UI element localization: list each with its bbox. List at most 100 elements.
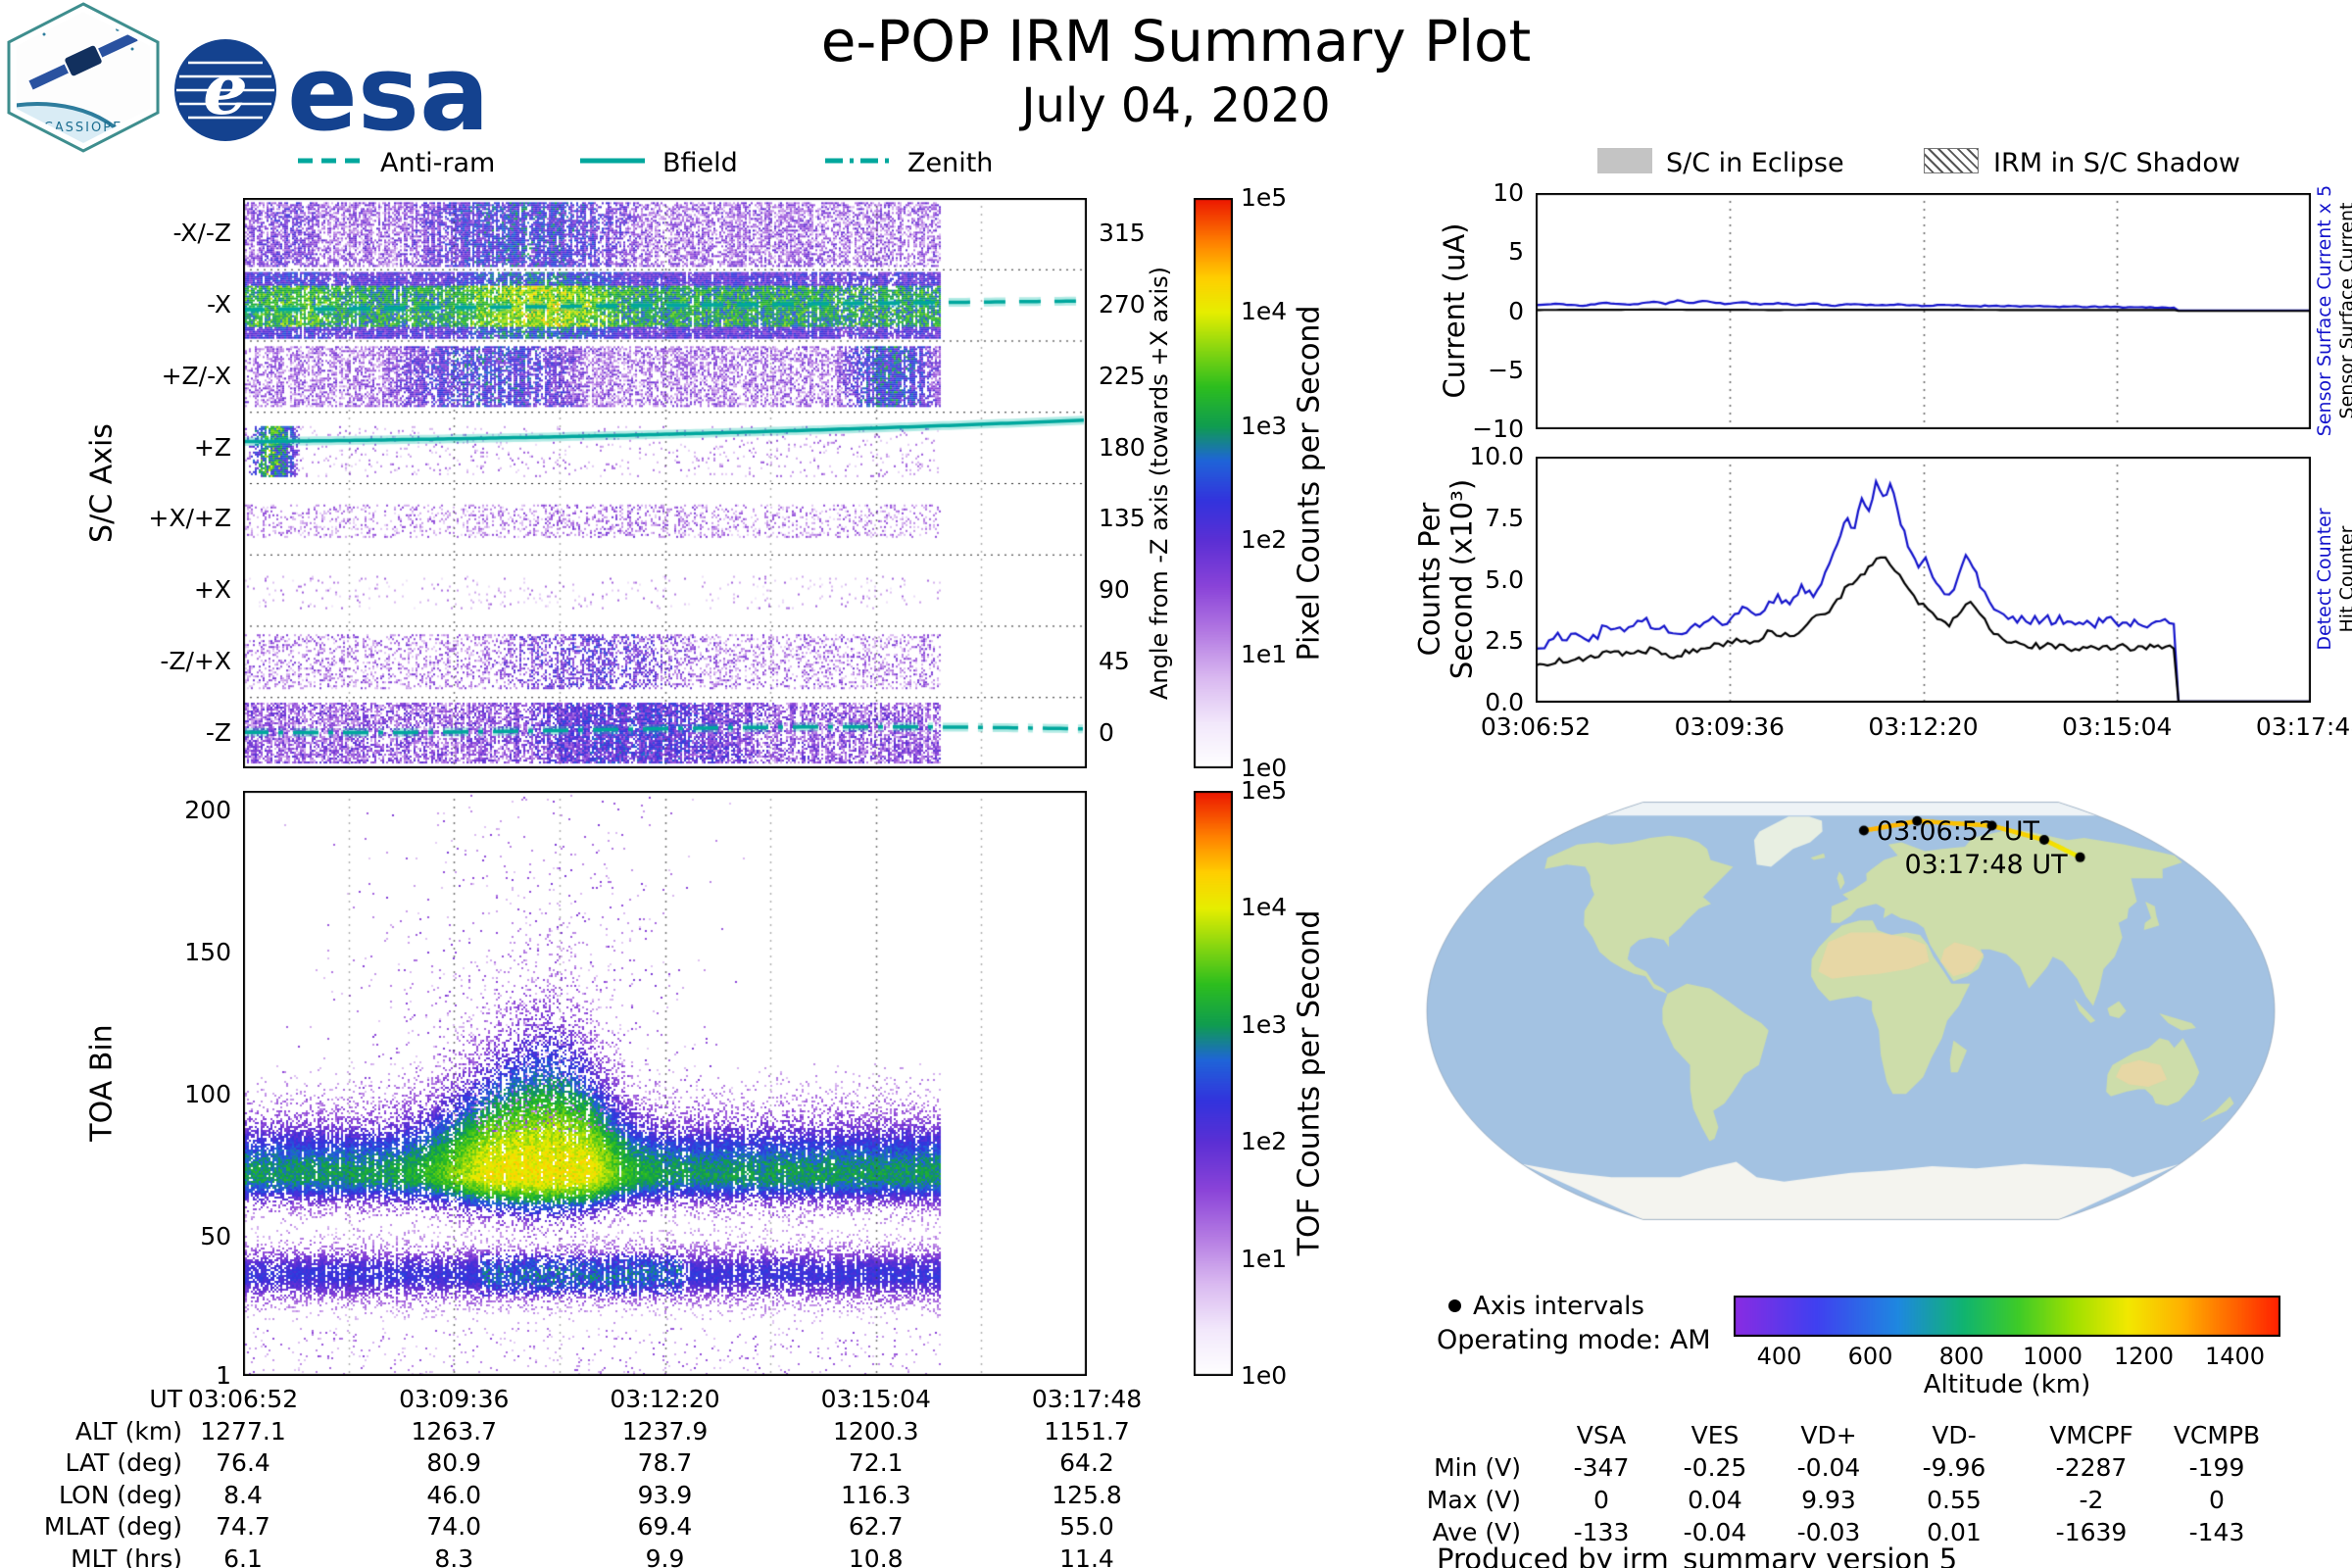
ephemeris-row-label: ALT (km) [74, 1416, 182, 1446]
cassiope-label: CASSIOPE [44, 121, 123, 135]
voltage-value: 9.93 [1801, 1486, 1856, 1514]
angle-axis-label: Angle from -Z axis (towards +X axis) [1146, 266, 1173, 701]
pixel-cbar-tick-label: 1e5 [1241, 183, 1288, 212]
pixel-cbar-tick-label: 1e0 [1241, 754, 1288, 782]
sensor-current-label: Sensor Surface Current [2336, 202, 2352, 419]
axis-intervals-label: Axis intervals [1473, 1292, 1644, 1321]
ephemeris-value: 8.4 [223, 1480, 263, 1509]
counts-ytick-label: 10.0 [1469, 442, 1524, 470]
ephemeris-value: 10.8 [848, 1544, 904, 1568]
ephemeris-value: 11.4 [1059, 1544, 1114, 1568]
altitude-tick-label: 1200 [2113, 1343, 2175, 1370]
world-map-canvas [1421, 783, 2280, 1239]
voltage-col-header: VD+ [1800, 1421, 1857, 1449]
sc-axis-row-label: -X [207, 290, 231, 319]
altitude-bar-label: Altitude (km) [1923, 1370, 2091, 1399]
sc-axis-row-label: +Z [193, 432, 231, 462]
ephemeris-value: 80.9 [426, 1448, 482, 1478]
voltage-value: -199 [2188, 1453, 2245, 1482]
angle-tick-label: 315 [1099, 219, 1146, 248]
voltage-value: 0.01 [1927, 1518, 1982, 1546]
ephemeris-value: 55.0 [1059, 1512, 1114, 1542]
irm-shadow-swatch-icon [1924, 148, 1979, 173]
voltage-col-header: VMCPF [2049, 1421, 2133, 1449]
ephemeris-value: 03:12:20 [610, 1385, 720, 1413]
ephemeris-value: 8.3 [434, 1544, 474, 1568]
map-track-start-label: 03:06:52 UT [1876, 815, 2039, 847]
svg-text:e: e [203, 47, 248, 130]
ephemeris-value: 62.7 [848, 1512, 904, 1542]
ephemeris-value: 1237.9 [621, 1416, 709, 1446]
ephemeris-value: 03:06:52 [187, 1385, 299, 1413]
voltage-row-label: Min (V) [1434, 1453, 1521, 1482]
eclipse-swatch-icon [1597, 148, 1652, 173]
current-ytick-label: −5 [1488, 355, 1524, 384]
ephemeris-value: 46.0 [426, 1480, 482, 1509]
esa-logo-icon: e esa [174, 33, 490, 154]
ephemeris-row-label: LON (deg) [59, 1480, 182, 1509]
time-tick-label: 03:15:04 [2062, 712, 2173, 741]
ephemeris-value: 116.3 [840, 1480, 911, 1509]
angle-tick-label: 225 [1099, 361, 1146, 390]
time-tick-label: 03:09:36 [1674, 712, 1785, 741]
counts-ytick-label: 5.0 [1485, 564, 1524, 594]
altitude-colorbar-canvas [1734, 1296, 2280, 1337]
angle-tick-label: 0 [1099, 717, 1114, 747]
ephemeris-value: 9.9 [645, 1544, 685, 1568]
current-ytick-label: −10 [1472, 415, 1524, 443]
ephemeris-value: 03:15:04 [820, 1385, 931, 1413]
zenith-line-icon [825, 158, 890, 164]
voltage-col-header: VSA [1576, 1421, 1627, 1449]
sc-axis-row-label: +X [193, 575, 231, 605]
pixel-cbar-tick-label: 1e2 [1241, 525, 1288, 555]
voltage-value: 0 [2209, 1486, 2225, 1514]
angle-tick-label: 90 [1099, 575, 1130, 605]
ephemeris-value: 1200.3 [833, 1416, 919, 1446]
toa-ytick-label: 100 [184, 1080, 231, 1109]
ephemeris-value: 72.1 [848, 1448, 904, 1478]
time-tick-label: 03:17:48 [2255, 712, 2352, 741]
counts-ytick-label: 0.0 [1485, 688, 1524, 716]
current-ytick-label: 0 [1508, 296, 1524, 325]
tof-cbar-tick-label: 1e5 [1241, 776, 1288, 805]
legend-zenith-label: Zenith [907, 148, 994, 178]
voltage-value: -133 [1573, 1518, 1630, 1546]
ephemeris-value: 1277.1 [200, 1416, 286, 1446]
ephemeris-value: 76.4 [216, 1448, 270, 1478]
current-ytick-label: 10 [1493, 178, 1524, 207]
angle-tick-label: 270 [1099, 290, 1146, 319]
time-tick-label: 03:06:52 [1480, 712, 1592, 741]
voltage-value: 0 [1593, 1486, 1609, 1514]
time-tick-label: 03:12:20 [1868, 712, 1979, 741]
counts-ytick-label: 2.5 [1485, 626, 1524, 656]
ephemeris-row-label: UT [149, 1385, 182, 1413]
ephemeris-value: 125.8 [1052, 1480, 1122, 1509]
ephemeris-value: 03:17:48 [1031, 1385, 1143, 1413]
altitude-tick-label: 1000 [2022, 1343, 2083, 1370]
voltage-row-label: Max (V) [1426, 1486, 1521, 1514]
pixel-cbar-tick-label: 1e3 [1241, 411, 1288, 440]
counts-ytick-label: 7.5 [1485, 503, 1524, 532]
bfield-line-icon [580, 158, 645, 164]
toa-spectrogram-canvas [243, 791, 1087, 1376]
voltage-value: -1639 [2055, 1518, 2128, 1546]
altitude-tick-label: 800 [1938, 1343, 1984, 1370]
toa-ytick-label: 200 [184, 796, 231, 825]
legend-anti-ram-label: Anti-ram [380, 148, 496, 178]
sc-axis-row-label: -Z/+X [160, 646, 231, 675]
ephemeris-row-label: MLAT (deg) [43, 1512, 182, 1542]
ephemeris-row-label: MLT (hrs) [71, 1544, 182, 1568]
sensor-current-x5-label: Sensor Surface Current x 5 [2314, 184, 2335, 437]
pixel-colorbar-canvas [1194, 198, 1233, 768]
ephemeris-value: 03:09:36 [399, 1385, 510, 1413]
sc-axis-row-label: +X/+Z [148, 504, 231, 533]
legend-irm-shadow-label: IRM in S/C Shadow [1993, 148, 2241, 178]
tof-cbar-tick-label: 1e2 [1241, 1127, 1288, 1156]
voltage-row-label: Ave (V) [1432, 1518, 1521, 1546]
voltage-value: -0.25 [1683, 1453, 1747, 1482]
voltage-value: -143 [2188, 1518, 2245, 1546]
counters-plot-canvas [1536, 457, 2311, 703]
tof-cbar-tick-label: 1e3 [1241, 1009, 1288, 1039]
sc-axis-row-label: +Z/-X [161, 361, 231, 390]
